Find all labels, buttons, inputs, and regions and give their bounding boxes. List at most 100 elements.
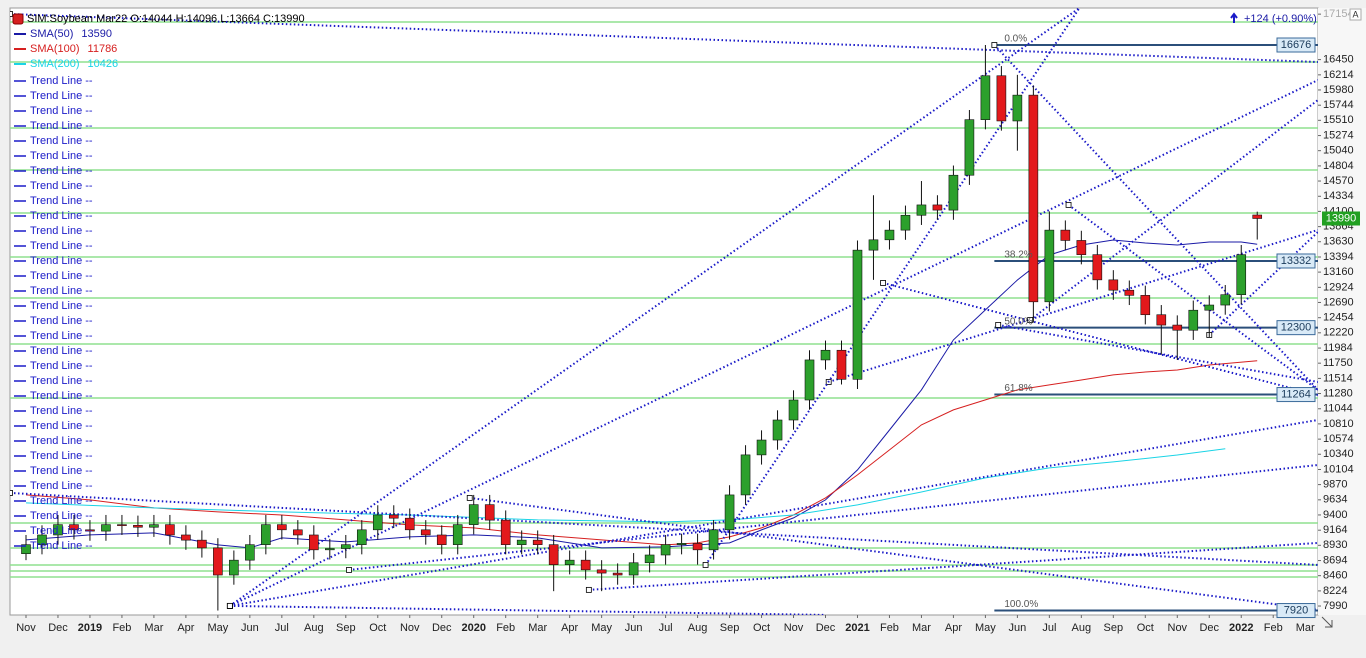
auto-scale-button[interactable]: [1349, 8, 1362, 21]
candle-body: [245, 544, 255, 561]
fib-label: 100.0%: [1004, 599, 1038, 610]
y-tick-label: 15510: [1323, 114, 1354, 126]
trend-anchor: [991, 42, 998, 48]
candle-body: [1108, 279, 1119, 291]
trend-anchor: [1027, 317, 1034, 323]
candle-body: [932, 204, 943, 211]
x-tick-label: Sep: [720, 622, 740, 634]
x-tick-label: Sep: [336, 622, 356, 634]
x-tick-label: Nov: [400, 622, 420, 634]
legend-label: Trend Line --: [30, 525, 93, 537]
x-tick-label: Feb: [880, 622, 899, 634]
fib-value: 11264: [1281, 388, 1311, 400]
candle-body: [516, 539, 527, 545]
candle-body: [548, 544, 559, 565]
candle-body: [420, 529, 431, 536]
candle-body: [1012, 94, 1023, 122]
x-tick-label: Dec: [1199, 622, 1219, 634]
y-tick-label: 9164: [1323, 524, 1347, 536]
candle-body: [197, 539, 207, 549]
legend-title: SIM:Soybean Mar22 O:14044 H:14096 L:1366…: [27, 13, 305, 25]
candle-body: [756, 439, 767, 456]
candle-body: [900, 214, 911, 231]
candle-body: [261, 524, 271, 545]
change-arrow: [1230, 12, 1238, 23]
x-tick-label: Jun: [241, 622, 259, 634]
legend-label: Trend Line --: [30, 255, 93, 267]
fib-label: 0.0%: [1004, 34, 1027, 45]
legend-label: Trend Line --: [30, 150, 93, 162]
trend-line: [993, 44, 1318, 391]
y-tick-label: 13394: [1323, 251, 1354, 263]
candle-body: [916, 204, 927, 216]
trend-anchor: [466, 495, 473, 501]
x-tick-label: Nov: [1168, 622, 1188, 634]
x-tick-label: 2022: [1229, 622, 1253, 634]
overlay: 0.0% 38.2% 50.0% 61.8% 100.0% 17154 16450 16214…: [14, 8, 1360, 634]
candle-body: [852, 249, 863, 380]
y-tick-label: 9400: [1323, 509, 1347, 521]
candle-body: [1060, 229, 1071, 241]
candle-body: [53, 524, 63, 536]
x-tick-label: 2019: [78, 622, 102, 634]
candle-body: [340, 544, 351, 549]
x-tick-label: Feb: [112, 622, 131, 634]
x-tick-label: 2020: [461, 622, 485, 634]
legend-label: Trend Line --: [30, 210, 93, 222]
plot: [10, 8, 1318, 615]
x-tick-label: Mar: [144, 622, 163, 634]
candle-body: [165, 524, 175, 536]
x-tick-label: Jul: [659, 622, 673, 634]
candle-body: [804, 359, 815, 401]
legend-label: Trend Line --: [30, 90, 93, 102]
legend-label: Trend Line --: [30, 285, 93, 297]
y-tick-label: 8460: [1323, 570, 1347, 582]
candle-body: [1156, 314, 1167, 326]
candle-body: [724, 494, 735, 531]
legend-label: Trend Line --: [30, 420, 93, 432]
candle-body: [1204, 304, 1215, 311]
legend-label: Trend Line --: [30, 390, 93, 402]
candle-body: [1252, 214, 1263, 219]
candle-body: [1220, 294, 1231, 306]
auto-scale-label[interactable]: A: [1352, 9, 1358, 19]
legend-label: Trend Line --: [30, 345, 93, 357]
legend-label: Trend Line --: [30, 465, 93, 477]
x-tick-label: Jun: [625, 622, 643, 634]
x-tick-label: Oct: [753, 622, 770, 634]
x-tick-label: Jul: [1042, 622, 1056, 634]
x-tick-label: Mar: [912, 622, 931, 634]
candle-body: [836, 349, 847, 380]
legend-label: SMA(200): [30, 58, 80, 70]
sma-line: [25, 239, 1258, 549]
trend-line: [348, 463, 1318, 571]
candle-body: [868, 239, 879, 251]
y-tick-label: 12924: [1323, 281, 1354, 293]
fib-value: 13332: [1281, 255, 1312, 267]
y-tick-label: 11984: [1323, 342, 1353, 354]
candle-body: [772, 419, 783, 441]
y-tick-label: 14334: [1323, 190, 1354, 202]
x-tick-label: Dec: [816, 622, 836, 634]
resize-icon[interactable]: [1321, 616, 1333, 628]
candle-body: [404, 517, 415, 531]
candle-body: [85, 529, 95, 532]
x-tick-label: May: [207, 622, 228, 634]
trend-line: [1208, 231, 1318, 336]
legend-label: Trend Line --: [30, 300, 93, 312]
fib-label: 50.0%: [1004, 316, 1032, 327]
y-tick-label: 13630: [1323, 236, 1354, 248]
candle-body: [708, 529, 719, 551]
trend-anchor: [702, 562, 709, 568]
candle-body: [1044, 229, 1055, 303]
legend-label: SMA(100): [30, 43, 80, 55]
candle-body: [532, 539, 543, 545]
legend-label: Trend Line --: [30, 75, 93, 87]
symbol-icon: [12, 13, 24, 25]
candle-body: [133, 524, 143, 528]
candle-body: [980, 75, 991, 120]
y-tick-label: 15980: [1323, 84, 1354, 96]
candle-body: [1076, 240, 1087, 255]
legend-value: 13590: [81, 28, 112, 40]
